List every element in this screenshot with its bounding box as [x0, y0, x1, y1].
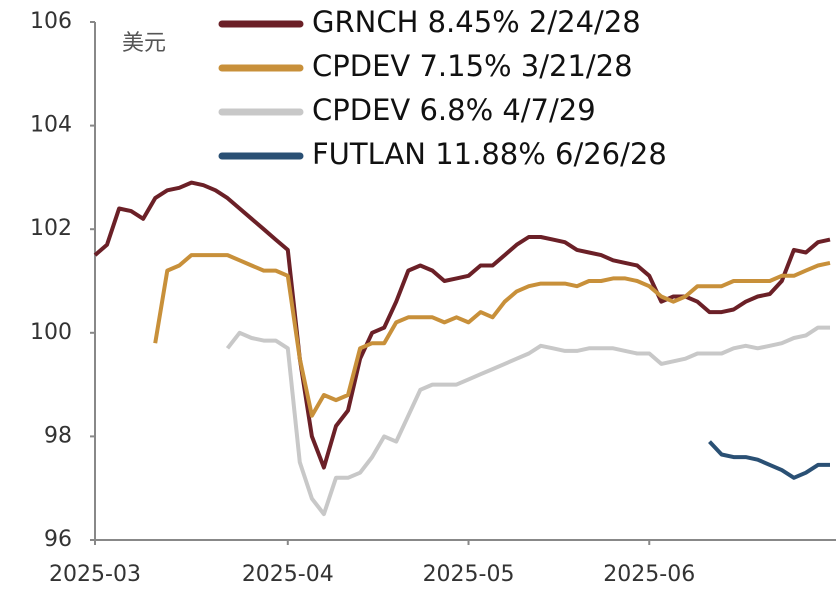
legend-label: FUTLAN 11.88% 6/26/28: [312, 137, 667, 171]
legend-label: GRNCH 8.45% 2/24/28: [312, 5, 641, 39]
y-tick-label: 96: [44, 527, 72, 552]
x-tick-label: 2025-06: [603, 562, 695, 587]
legend-label: CPDEV 7.15% 3/21/28: [312, 49, 633, 83]
series-line: [153, 253, 831, 418]
unit-label: 美元: [122, 31, 166, 56]
series-line: [93, 180, 831, 470]
y-tick-label: 102: [30, 216, 72, 241]
y-tick-label: 98: [44, 423, 72, 448]
legend-label: CPDEV 6.8% 4/7/29: [312, 93, 596, 127]
x-tick-label: 2025-05: [423, 562, 515, 587]
x-tick-label: 2025-03: [49, 562, 141, 587]
y-tick-label: 104: [30, 113, 72, 138]
y-tick-label: 100: [30, 320, 72, 345]
y-tick-label: 106: [30, 9, 72, 34]
series-line: [225, 325, 830, 517]
series-line: [708, 440, 830, 480]
x-tick-label: 2025-04: [242, 562, 334, 587]
